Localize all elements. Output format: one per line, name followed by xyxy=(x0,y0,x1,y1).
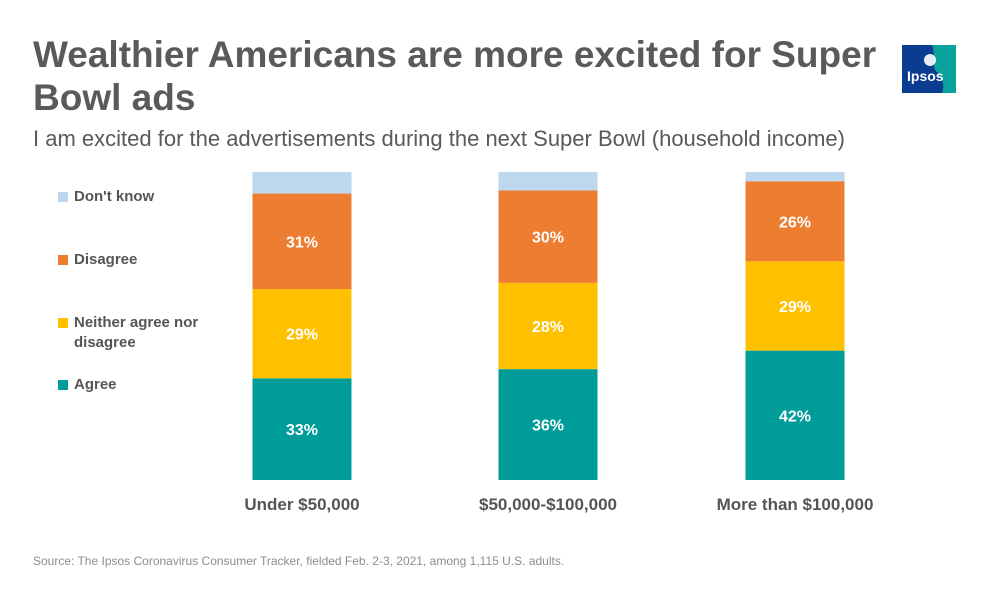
ipsos-logo: Ipsos xyxy=(902,45,956,93)
page-title: Wealthier Americans are more excited for… xyxy=(33,34,877,118)
bar-segment-don-t-know xyxy=(498,172,598,191)
legend-label: Disagree xyxy=(74,251,138,268)
data-label: 31% xyxy=(286,234,318,251)
bar-group-more-than-100-000: 42% 29% 26% xyxy=(745,172,845,480)
bar-segment-agree xyxy=(498,369,598,480)
bar-segment-neither-agree-nor-disagree xyxy=(745,261,845,351)
legend-swatch xyxy=(58,318,68,328)
data-label: 30% xyxy=(532,230,564,247)
bar-segment-don-t-know xyxy=(252,172,352,194)
category-label: $50,000-$100,000 xyxy=(479,495,617,514)
bar-group-under-50-000: 33% 29% 31% xyxy=(252,172,352,480)
data-label: 26% xyxy=(779,214,811,231)
category-label: More than $100,000 xyxy=(717,495,874,514)
category-label: Under $50,000 xyxy=(244,495,359,514)
bar-group-50-000-100-000: 36% 28% 30% xyxy=(498,172,598,480)
data-label: 29% xyxy=(779,299,811,316)
legend-swatch xyxy=(58,255,68,265)
bar-segment-neither-agree-nor-disagree xyxy=(498,282,598,370)
logo-text: Ipsos xyxy=(907,68,944,84)
bar-segment-don-t-know xyxy=(745,172,845,182)
source-note: Source: The Ipsos Coronavirus Consumer T… xyxy=(33,554,565,568)
data-label: 29% xyxy=(286,327,318,344)
bar-segment-disagree xyxy=(252,193,352,290)
legend-swatch xyxy=(58,192,68,202)
chart-subtitle: I am excited for the advertisements duri… xyxy=(33,126,845,151)
data-label: 42% xyxy=(779,408,811,425)
legend-label: Agree xyxy=(74,376,117,393)
data-label: 36% xyxy=(532,418,564,435)
legend-label: Don't know xyxy=(74,188,155,205)
legend-label: Neither agree nor disagree xyxy=(74,314,199,351)
bar-segment-agree xyxy=(252,378,352,480)
legend-swatch xyxy=(58,380,68,390)
data-label: 28% xyxy=(532,319,564,336)
bar-segment-neither-agree-nor-disagree xyxy=(252,289,352,379)
bar-segment-disagree xyxy=(498,190,598,283)
bar-segment-agree xyxy=(745,350,845,480)
bar-segment-disagree xyxy=(745,181,845,262)
data-label: 33% xyxy=(286,422,318,439)
